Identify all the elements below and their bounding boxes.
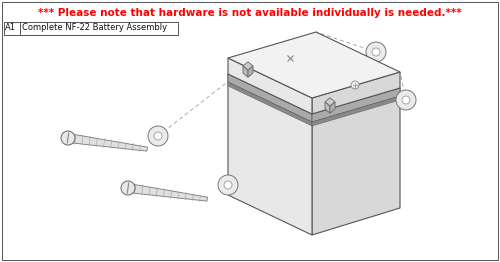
Circle shape — [366, 42, 386, 62]
Circle shape — [148, 126, 168, 146]
Circle shape — [121, 181, 135, 195]
Circle shape — [224, 181, 232, 189]
Circle shape — [351, 81, 359, 89]
Polygon shape — [228, 74, 312, 235]
Text: *** Please note that hardware is not available individually is needed.***: *** Please note that hardware is not ava… — [38, 8, 462, 18]
Polygon shape — [228, 58, 312, 114]
Circle shape — [402, 96, 410, 104]
Polygon shape — [228, 32, 400, 98]
Circle shape — [61, 131, 75, 145]
Text: A1: A1 — [5, 23, 16, 32]
Polygon shape — [312, 96, 400, 126]
Polygon shape — [312, 88, 400, 122]
Polygon shape — [248, 66, 253, 77]
Polygon shape — [312, 72, 400, 114]
Polygon shape — [228, 82, 312, 126]
Polygon shape — [312, 88, 400, 235]
Polygon shape — [243, 62, 253, 70]
Polygon shape — [325, 98, 335, 106]
Text: Complete NF-22 Battery Assembly: Complete NF-22 Battery Assembly — [22, 23, 167, 32]
Polygon shape — [228, 74, 312, 122]
Polygon shape — [128, 184, 208, 201]
Circle shape — [372, 48, 380, 56]
Polygon shape — [68, 134, 148, 151]
Polygon shape — [325, 102, 330, 113]
Polygon shape — [243, 66, 248, 77]
Circle shape — [396, 90, 416, 110]
Circle shape — [154, 132, 162, 140]
Polygon shape — [228, 48, 400, 114]
Polygon shape — [330, 102, 335, 113]
Bar — [4, 22, 178, 35]
Circle shape — [218, 175, 238, 195]
